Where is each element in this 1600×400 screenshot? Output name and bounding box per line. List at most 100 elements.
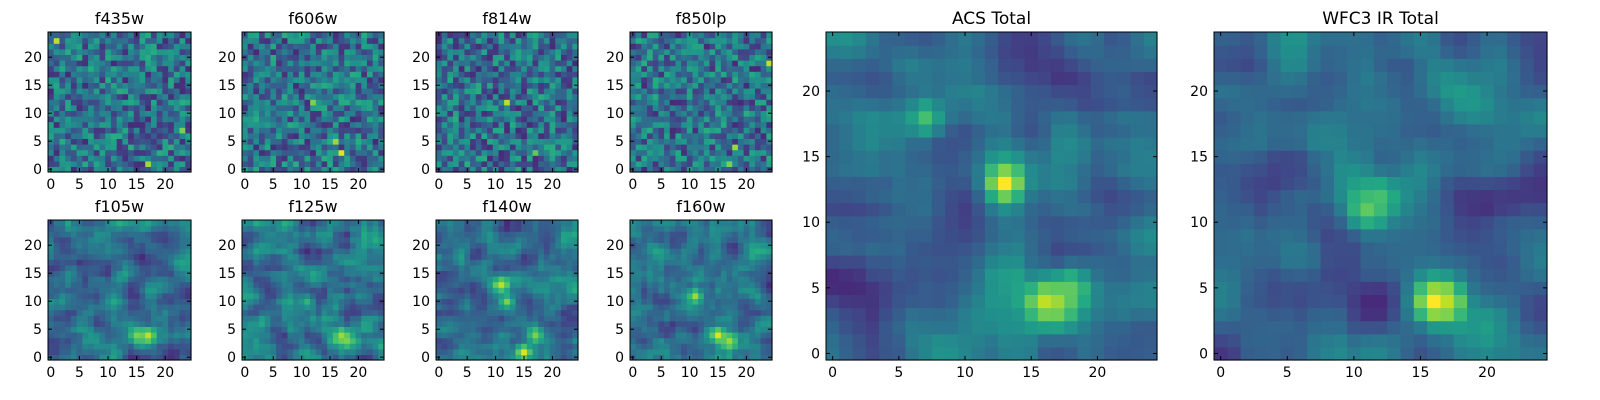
heatmap-cell: [110, 259, 118, 266]
heatmap-cell: [99, 32, 106, 39]
heatmap-cell: [732, 160, 739, 167]
heatmap-cell: [737, 155, 745, 162]
heatmap-cell: [150, 121, 158, 128]
heatmap-cell: [366, 99, 374, 106]
heatmap-cell: [185, 132, 192, 139]
heatmap-cell: [310, 155, 317, 162]
heatmap-cell: [647, 88, 654, 95]
heatmap-cell: [566, 253, 573, 260]
heatmap-cell: [509, 43, 517, 50]
heatmap-cell: [93, 116, 101, 123]
heatmap-cell: [332, 127, 340, 134]
heatmap-cell: [162, 116, 169, 123]
heatmap-cell: [453, 332, 460, 339]
heatmap-cell: [76, 138, 83, 145]
heatmap-cell: [366, 121, 374, 128]
heatmap-cell: [259, 348, 266, 355]
heatmap-cell: [168, 292, 175, 299]
heatmap-cell: [749, 99, 756, 106]
heatmap-cell: [743, 37, 750, 44]
heatmap-cell: [293, 37, 300, 44]
heatmap-cell: [361, 104, 368, 111]
heatmap-cell: [253, 326, 260, 333]
heatmap-cell: [259, 127, 266, 134]
heatmap-cell: [652, 99, 659, 106]
heatmap-cell: [709, 348, 716, 355]
heatmap-cell: [652, 144, 659, 151]
heatmap-cell: [281, 292, 289, 299]
heatmap-cell: [53, 281, 61, 288]
heatmap-cell: [652, 110, 659, 117]
heatmap-cell: [715, 320, 722, 327]
heatmap-cell: [509, 149, 517, 156]
heatmap-cell: [681, 276, 688, 283]
heatmap-cell: [647, 160, 654, 167]
heatmap-cell: [737, 309, 745, 316]
heatmap-cell: [378, 71, 385, 78]
heatmap-cell: [253, 82, 260, 89]
heatmap-cell: [566, 326, 573, 333]
heatmap-cell: [641, 326, 648, 333]
heatmap-cell: [287, 332, 294, 339]
heatmap-cell: [458, 54, 465, 61]
heatmap-cell: [726, 337, 733, 344]
heatmap-cell: [110, 76, 118, 83]
heatmap-cell: [93, 138, 101, 145]
heatmap-cell: [162, 54, 169, 61]
heatmap-cell: [349, 149, 357, 156]
heatmap-cell: [281, 37, 289, 44]
heatmap-cell: [355, 281, 362, 288]
heatmap-cell: [270, 281, 277, 288]
heatmap-cell: [122, 248, 129, 255]
heatmap-cell: [53, 242, 61, 249]
heatmap-cell: [366, 37, 374, 44]
heatmap-cell: [749, 65, 756, 72]
heatmap-cell: [743, 60, 750, 67]
heatmap-cell: [681, 354, 688, 361]
heatmap-cell: [515, 264, 522, 271]
heatmap-cell: [703, 343, 711, 350]
heatmap-cell: [304, 99, 311, 106]
heatmap-cell: [521, 60, 528, 67]
heatmap-cell: [464, 264, 471, 271]
heatmap-cell: [93, 315, 101, 322]
heatmap-cell: [76, 121, 83, 128]
heatmap-cell: [709, 132, 716, 139]
heatmap-cell: [53, 32, 61, 39]
heatmap-cell: [173, 155, 181, 162]
heatmap-cell: [116, 264, 123, 271]
heatmap-cell: [543, 132, 551, 139]
heatmap-cell: [93, 298, 101, 305]
heatmap-cell: [635, 309, 642, 316]
heatmap-cell: [560, 320, 568, 327]
heatmap-cell: [726, 121, 733, 128]
heatmap-cell: [70, 110, 78, 117]
heatmap-cell: [481, 304, 488, 311]
heatmap-cell: [150, 253, 158, 260]
heatmap-cell: [453, 43, 460, 50]
heatmap-cell: [315, 343, 323, 350]
heatmap-cell: [703, 110, 711, 117]
heatmap-cell: [162, 309, 169, 316]
heatmap-cell: [162, 304, 169, 311]
heatmap-cell: [521, 76, 528, 83]
heatmap-cell: [664, 287, 671, 294]
heatmap-cell: [168, 43, 175, 50]
heatmap-cell: [464, 253, 471, 260]
heatmap-cell: [549, 298, 556, 305]
heatmap-cell: [515, 65, 522, 72]
heatmap-cell: [641, 281, 648, 288]
heatmap-cell: [560, 242, 568, 249]
heatmap-cell: [276, 121, 283, 128]
heatmap-cell: [492, 304, 500, 311]
heatmap-cell: [361, 287, 368, 294]
heatmap-cell: [281, 231, 289, 238]
heatmap-cell: [481, 127, 488, 134]
heatmap-cell: [150, 116, 158, 123]
heatmap-cell: [487, 354, 494, 361]
heatmap-cell: [560, 116, 568, 123]
heatmap-cell: [133, 144, 141, 151]
heatmap-cell: [310, 315, 317, 322]
heatmap-cell: [287, 48, 294, 55]
heatmap-cell: [492, 337, 500, 344]
